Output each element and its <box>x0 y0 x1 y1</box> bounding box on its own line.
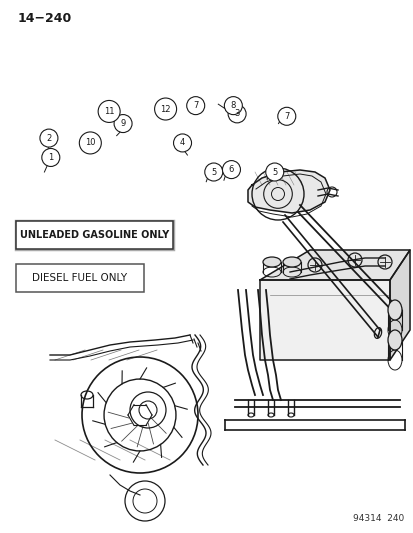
Circle shape <box>222 160 240 179</box>
Ellipse shape <box>282 257 300 267</box>
Ellipse shape <box>387 330 401 350</box>
Text: 6: 6 <box>228 165 234 174</box>
Text: 9: 9 <box>120 119 126 128</box>
Circle shape <box>42 149 59 166</box>
Text: 7: 7 <box>283 112 289 121</box>
Text: 1: 1 <box>48 153 53 162</box>
Text: 3: 3 <box>234 109 239 118</box>
Text: 2: 2 <box>46 134 52 143</box>
Polygon shape <box>259 250 409 280</box>
FancyBboxPatch shape <box>16 221 173 249</box>
Circle shape <box>98 100 120 123</box>
Circle shape <box>277 107 295 125</box>
Text: 11: 11 <box>104 107 114 116</box>
Text: 12: 12 <box>160 104 171 114</box>
Text: 4: 4 <box>180 139 185 148</box>
Text: 7: 7 <box>192 101 198 110</box>
Polygon shape <box>247 170 329 213</box>
Ellipse shape <box>262 257 280 267</box>
Circle shape <box>186 96 204 115</box>
Polygon shape <box>389 250 409 360</box>
Text: 8: 8 <box>230 101 235 110</box>
Circle shape <box>224 96 242 115</box>
Text: 5: 5 <box>211 167 216 176</box>
Polygon shape <box>259 280 389 360</box>
Text: 94314  240: 94314 240 <box>352 514 403 523</box>
Circle shape <box>204 163 222 181</box>
Circle shape <box>154 98 176 120</box>
Circle shape <box>173 134 191 152</box>
Circle shape <box>79 132 101 154</box>
Circle shape <box>265 163 283 181</box>
Text: 14−240: 14−240 <box>18 12 72 25</box>
FancyBboxPatch shape <box>16 264 144 292</box>
Text: 5: 5 <box>271 167 277 176</box>
Circle shape <box>114 115 132 133</box>
Text: UNLEADED GASOLINE ONLY: UNLEADED GASOLINE ONLY <box>20 230 169 240</box>
Circle shape <box>40 129 58 147</box>
FancyBboxPatch shape <box>16 221 173 249</box>
Ellipse shape <box>387 300 401 320</box>
Text: DIESEL FUEL ONLY: DIESEL FUEL ONLY <box>32 273 127 282</box>
Text: 10: 10 <box>85 139 95 148</box>
Circle shape <box>228 105 245 123</box>
